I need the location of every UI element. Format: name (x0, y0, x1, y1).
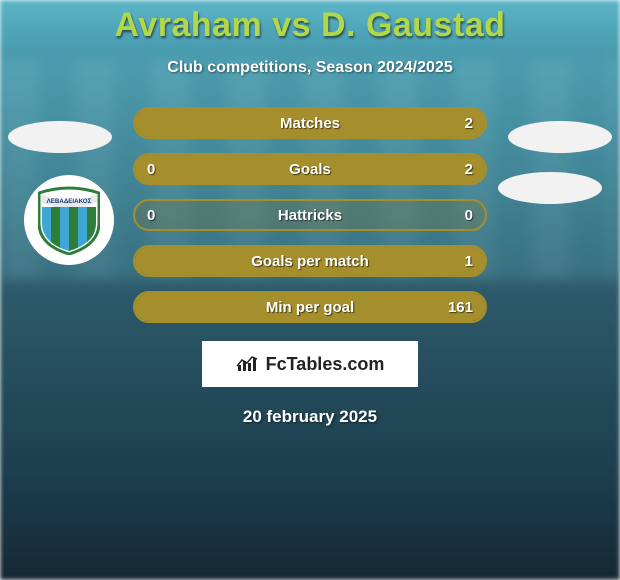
stat-value-left: 0 (135, 207, 185, 224)
stat-row: Min per goal161 (133, 291, 487, 323)
stat-row: 0Hattricks0 (133, 199, 487, 231)
stat-value-right: 1 (435, 253, 485, 270)
placeholder-oval-left (8, 121, 112, 153)
brand-text: FcTables.com (266, 354, 385, 375)
club-crest: ΛΕΒΑΔΕΙΑΚΟΣ (24, 175, 114, 265)
placeholder-oval-right (508, 121, 612, 153)
stat-value-right: 2 (435, 115, 485, 132)
stat-row: Matches2 (133, 107, 487, 139)
stat-value-right: 0 (435, 207, 485, 224)
bar-chart-icon (236, 355, 258, 373)
placeholder-oval-right-2 (498, 172, 602, 204)
stat-value-right: 161 (435, 299, 485, 316)
stat-label: Goals (185, 161, 435, 178)
stat-label: Min per goal (185, 299, 435, 316)
date-text: 20 february 2025 (0, 407, 620, 427)
stat-value-left: 0 (135, 161, 185, 178)
page-title: Avraham vs D. Gaustad (0, 6, 620, 45)
stat-label: Goals per match (185, 253, 435, 270)
stat-row: Goals per match1 (133, 245, 487, 277)
crest-text: ΛΕΒΑΔΕΙΑΚΟΣ (47, 198, 92, 205)
stat-label: Hattricks (185, 207, 435, 224)
stat-value-right: 2 (435, 161, 485, 178)
stat-row: 0Goals2 (133, 153, 487, 185)
brand-box: FcTables.com (202, 341, 418, 387)
subtitle: Club competitions, Season 2024/2025 (0, 59, 620, 77)
stat-label: Matches (185, 115, 435, 132)
